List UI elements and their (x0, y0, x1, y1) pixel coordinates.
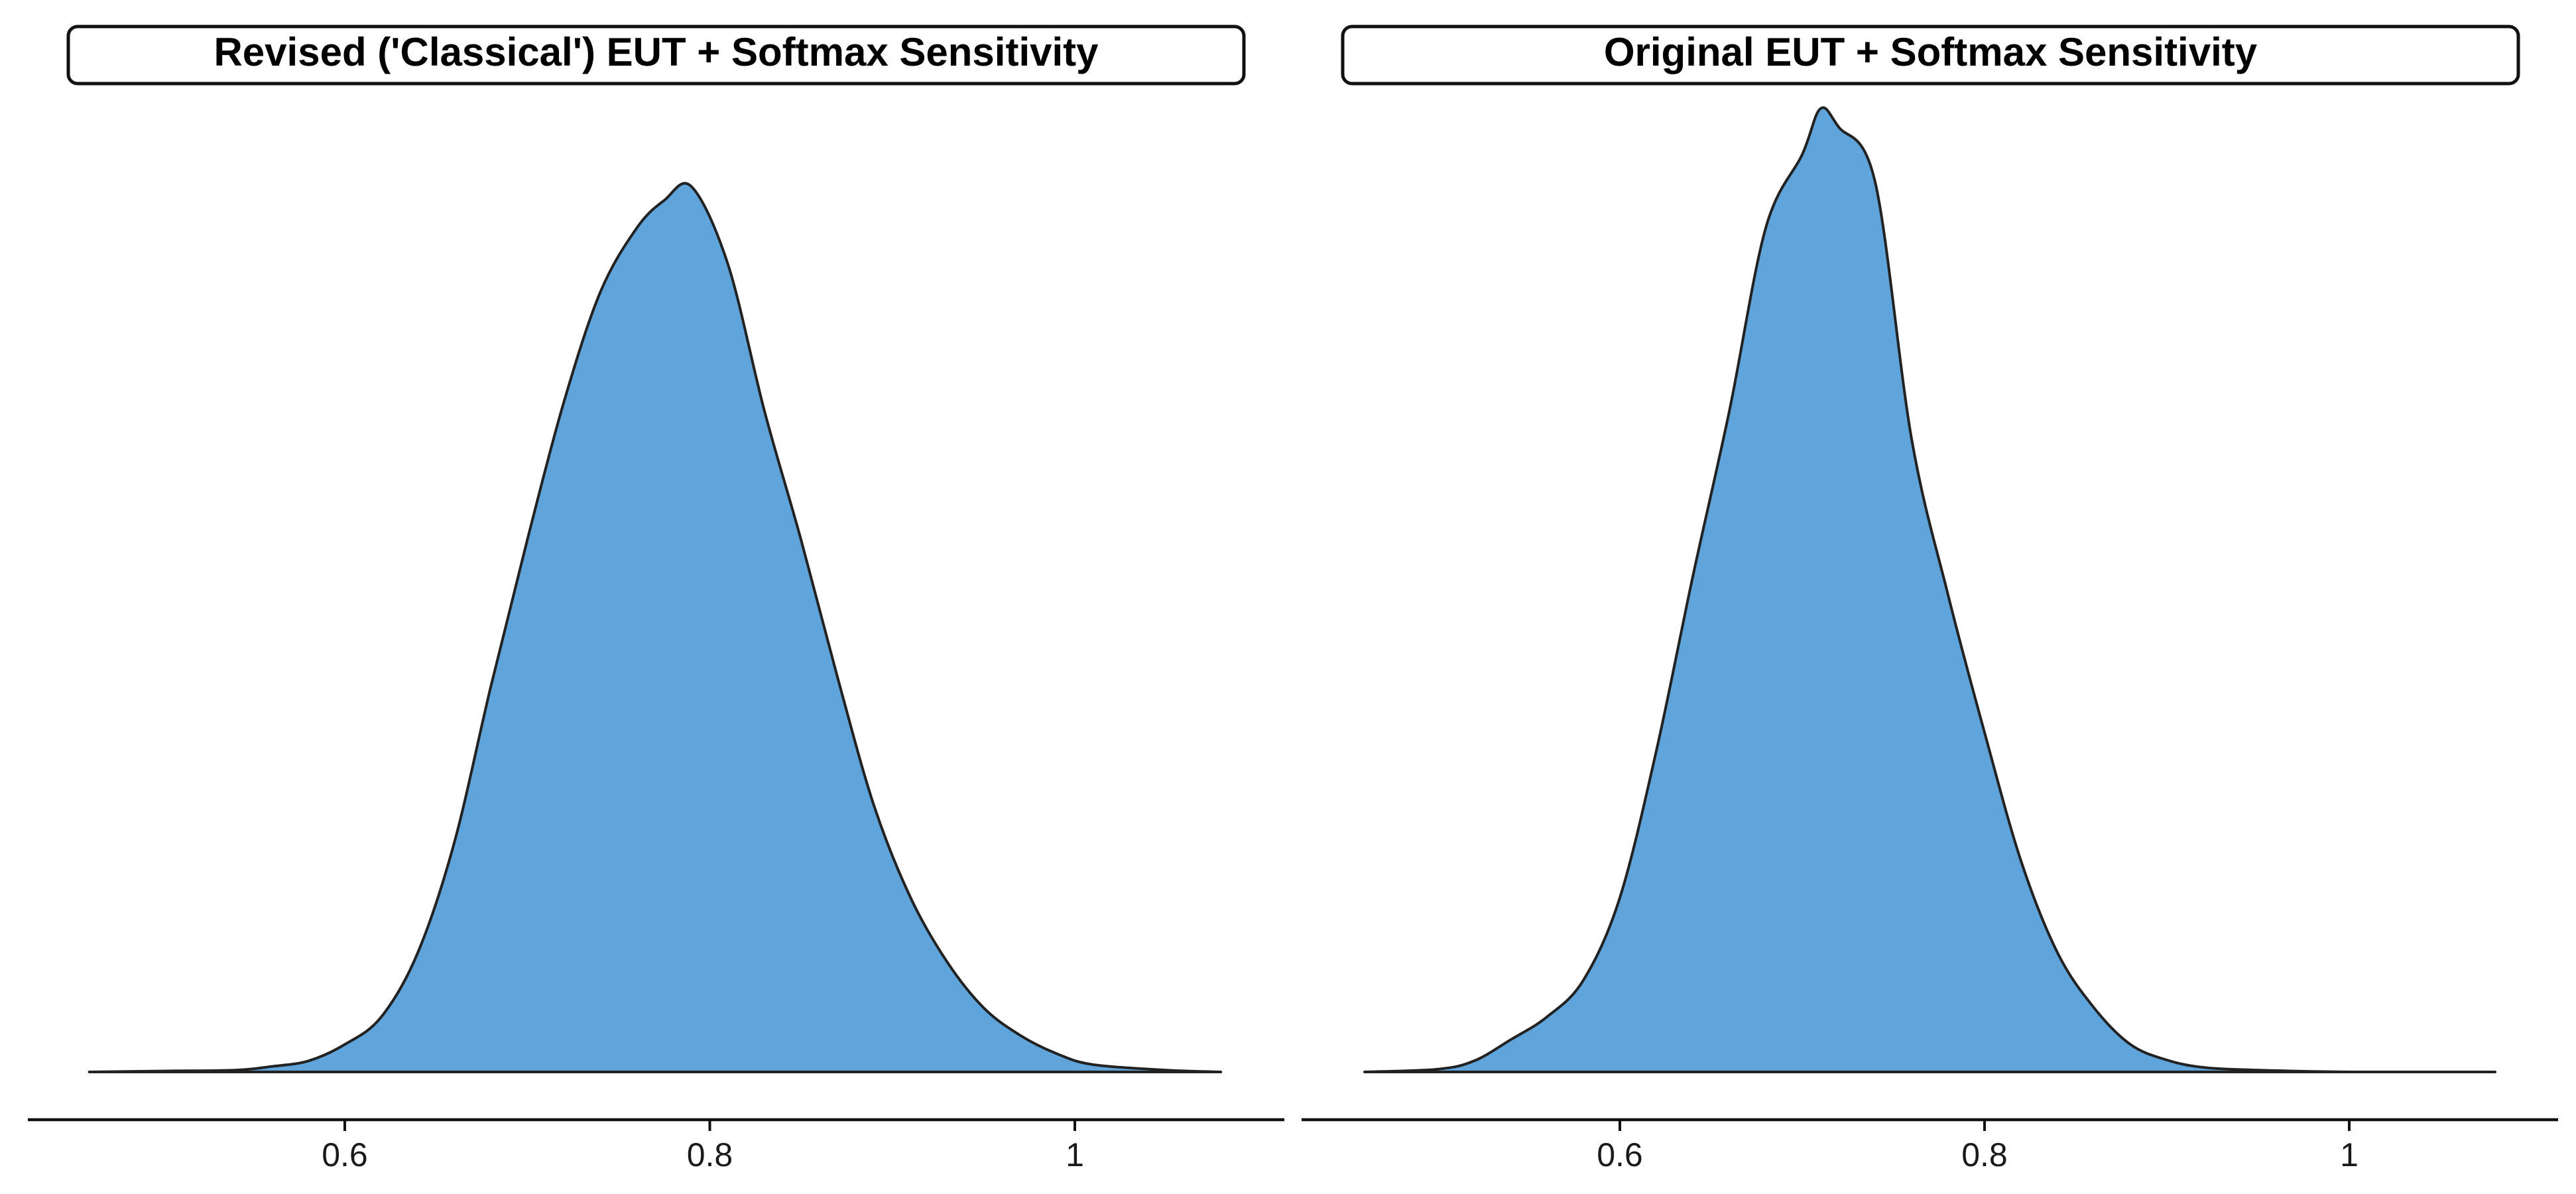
x-axis-ticks: 0.6 0.8 1 (1597, 1120, 2359, 1173)
facet-strip (1341, 25, 2520, 86)
x-tick-label: 0.8 (687, 1136, 733, 1173)
x-tick-label: 0.8 (1961, 1136, 2008, 1173)
x-tick-label: 0.6 (322, 1136, 368, 1173)
facet-title: Revised ('Classical') EUT + Softmax Sens… (214, 30, 1099, 74)
panel-revised-classical-eut: Revised ('Classical') EUT + Softmax Sens… (28, 25, 1284, 1173)
facet-strip (66, 25, 1246, 86)
panel-original-eut: Original EUT + Softmax Sensitivity 0.6 0.… (1302, 25, 2558, 1173)
x-tick-label: 0.6 (1597, 1136, 1643, 1173)
density-area (1363, 106, 2496, 1074)
x-axis-ticks: 0.6 0.8 1 (322, 1120, 1084, 1173)
density-area (88, 182, 1223, 1073)
x-tick-label: 1 (2340, 1136, 2359, 1173)
facet-title: Original EUT + Softmax Sensitivity (1604, 30, 2258, 74)
x-tick-label: 1 (1066, 1136, 1084, 1173)
